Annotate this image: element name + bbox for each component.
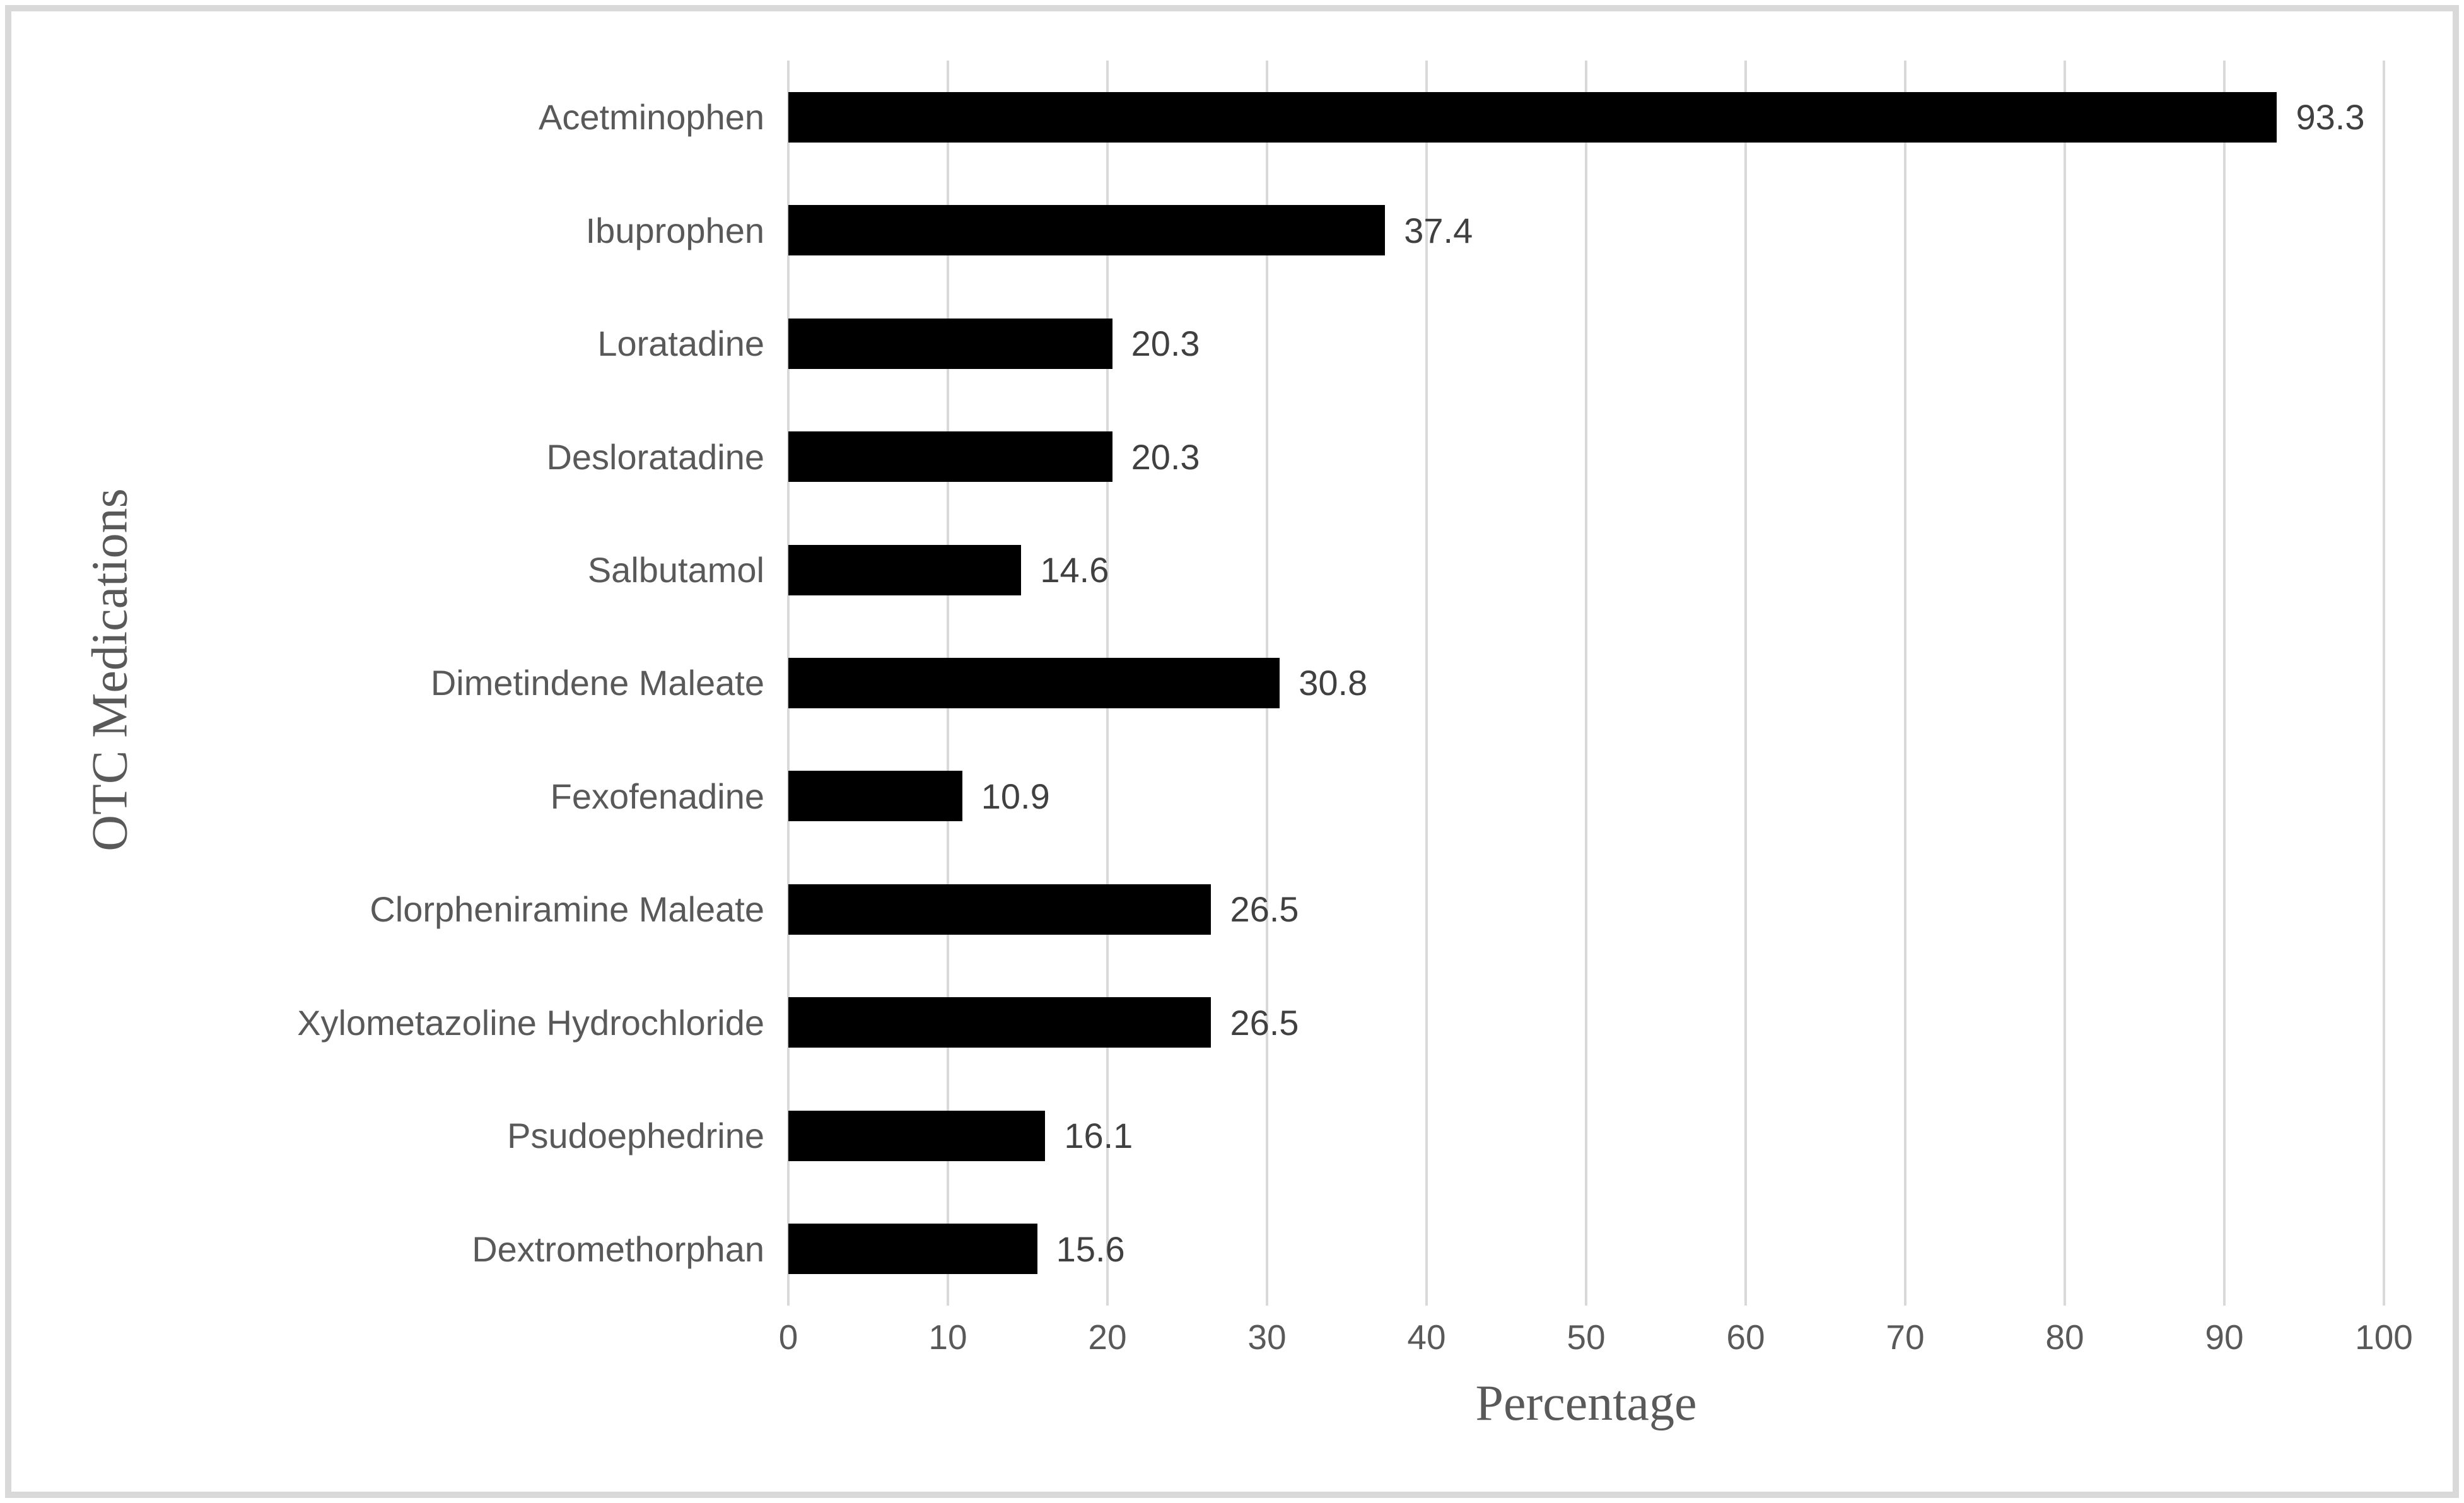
category-label: Fexofenadine xyxy=(550,776,764,816)
tick-label: 90 xyxy=(2205,1318,2244,1357)
gridline-40 xyxy=(1425,61,1428,1306)
bar-area: 30.8 xyxy=(788,626,2384,739)
category-label: Desloratadine xyxy=(546,436,764,477)
bar-area: 20.3 xyxy=(788,400,2384,513)
tick-label: 20 xyxy=(1088,1318,1127,1357)
value-label: 20.3 xyxy=(1131,436,1200,477)
tick-label: 60 xyxy=(1726,1318,1765,1357)
bar-area: 37.4 xyxy=(788,173,2384,286)
bar xyxy=(788,544,1022,595)
value-label: 10.9 xyxy=(981,776,1050,816)
gridline-100 xyxy=(2383,61,2385,1306)
bar-area: 93.3 xyxy=(788,61,2384,173)
bar xyxy=(788,1224,1037,1275)
bar-row: Fexofenadine 10.9 xyxy=(0,740,2384,853)
category-label: Ibuprophen xyxy=(585,210,764,250)
bar-row: Loratadine 20.3 xyxy=(0,287,2384,400)
bar xyxy=(788,884,1212,935)
tick-label: 70 xyxy=(1886,1318,1925,1357)
bar xyxy=(788,318,1112,369)
bar xyxy=(788,997,1212,1048)
value-label: 26.5 xyxy=(1230,1002,1299,1043)
bar-row: Ibuprophen 37.4 xyxy=(0,173,2384,286)
category-label: Salbutamol xyxy=(587,550,764,590)
value-label: 14.6 xyxy=(1040,550,1109,590)
tick-label: 100 xyxy=(2355,1318,2413,1357)
bar xyxy=(788,91,2277,143)
bar xyxy=(788,205,1386,256)
value-label: 16.1 xyxy=(1064,1116,1133,1156)
bar xyxy=(788,771,962,822)
bar-row: Dimetindene Maleate 30.8 xyxy=(0,626,2384,739)
bar-area: 20.3 xyxy=(788,287,2384,400)
value-label: 20.3 xyxy=(1131,324,1200,364)
tick-label: 50 xyxy=(1567,1318,1606,1357)
value-label: 37.4 xyxy=(1404,210,1473,250)
bar-row: Salbutamol 14.6 xyxy=(0,513,2384,626)
category-label: Dextromethorphan xyxy=(472,1229,764,1269)
gridline-90 xyxy=(2223,61,2226,1306)
tick-label: 80 xyxy=(2045,1318,2084,1357)
category-label: Loratadine xyxy=(597,324,764,364)
bar-row: Clorpheniramine Maleate 26.5 xyxy=(0,853,2384,966)
category-label: Psudoephedrine xyxy=(507,1116,764,1156)
category-label: Acetminophen xyxy=(538,97,764,137)
bar-area: 15.6 xyxy=(788,1193,2384,1306)
gridline-50 xyxy=(1585,61,1587,1306)
bar-row: Acetminophen 93.3 xyxy=(0,61,2384,173)
bar-area: 26.5 xyxy=(788,966,2384,1079)
value-label: 93.3 xyxy=(2296,97,2365,137)
gridline-60 xyxy=(1744,61,1747,1306)
category-label: Xylometazoline Hydrochloride xyxy=(297,1002,764,1043)
x-axis-title: Percentage xyxy=(1475,1376,1697,1431)
bar-row: Xylometazoline Hydrochloride 26.5 xyxy=(0,966,2384,1079)
tick-label: 30 xyxy=(1247,1318,1287,1357)
bar-area: 16.1 xyxy=(788,1079,2384,1192)
x-axis-ticks: 0 10 20 30 40 50 60 70 80 90 100 xyxy=(779,1317,2413,1361)
bar xyxy=(788,431,1112,482)
bar-area: 10.9 xyxy=(788,740,2384,853)
plot-area: Acetminophen 93.3 Ibuprophen 37.4 Loratadine… xyxy=(0,61,2385,1306)
bar xyxy=(788,657,1280,708)
gridline-80 xyxy=(2064,61,2066,1306)
bar-row: Psudoephedrine 16.1 xyxy=(0,1079,2384,1192)
bar-area: 14.6 xyxy=(788,513,2384,626)
gridline-70 xyxy=(1904,61,1906,1306)
value-label: 26.5 xyxy=(1230,889,1299,930)
value-label: 30.8 xyxy=(1299,663,1368,703)
bar-row: Desloratadine 20.3 xyxy=(0,400,2384,513)
category-label: Clorpheniramine Maleate xyxy=(370,889,764,930)
bar xyxy=(788,1110,1046,1161)
tick-label: 40 xyxy=(1407,1318,1446,1357)
value-label: 15.6 xyxy=(1056,1229,1125,1269)
category-label: Dimetindene Maleate xyxy=(430,663,764,703)
tick-label: 0 xyxy=(778,1318,798,1357)
bar-row: Dextromethorphan 15.6 xyxy=(0,1193,2384,1306)
bar-area: 26.5 xyxy=(788,853,2384,966)
tick-label: 10 xyxy=(928,1318,967,1357)
